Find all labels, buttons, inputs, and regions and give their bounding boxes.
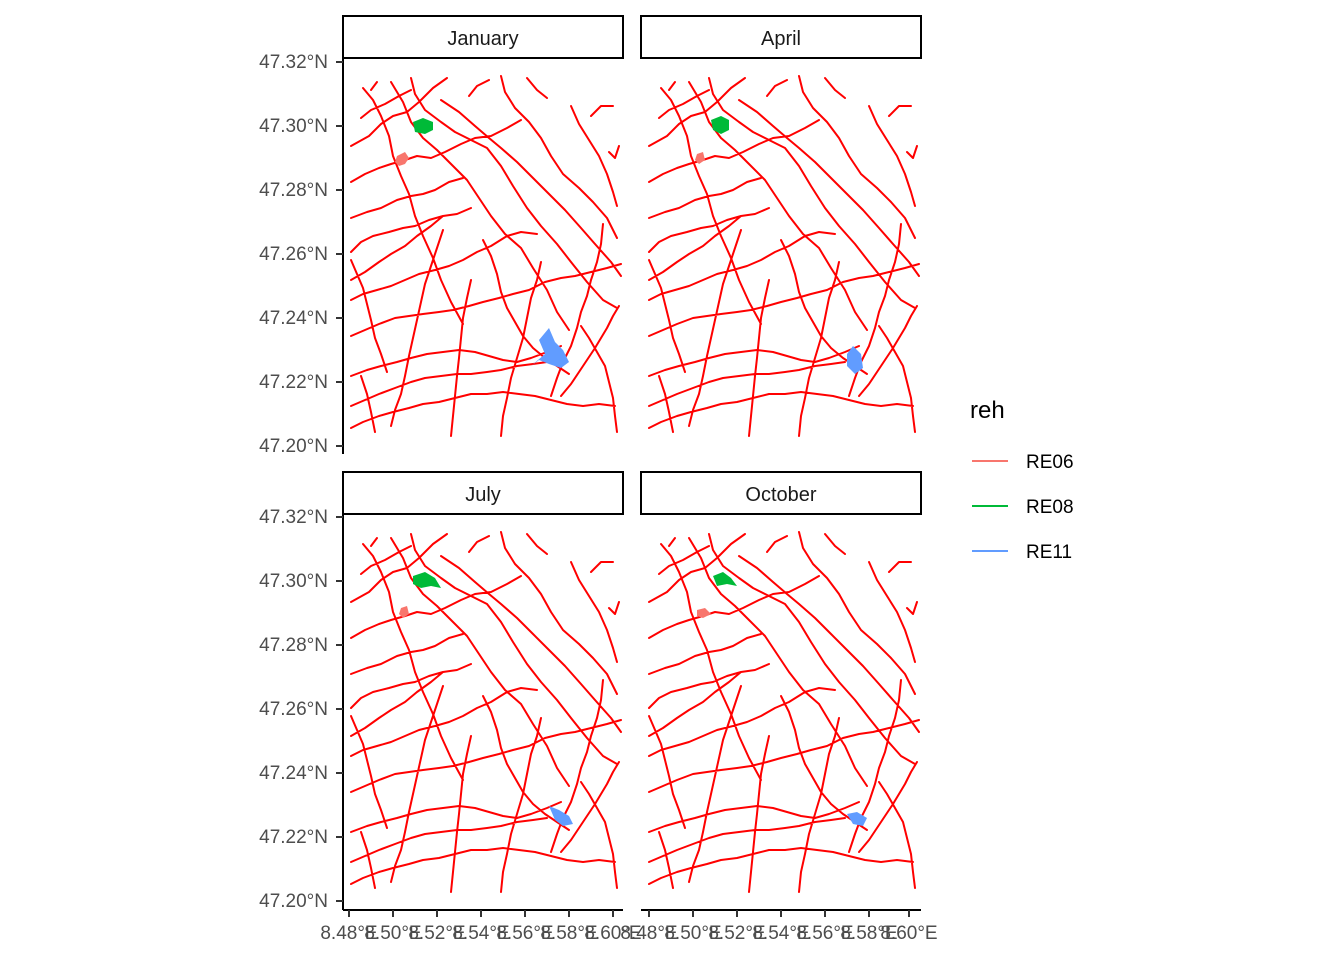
x-tick-label: 8.54°E: [752, 923, 809, 944]
y-tick-label: 47.32°N: [259, 52, 328, 73]
x-tick-label: 8.50°E: [664, 923, 721, 944]
x-tick-label: 8.58°E: [840, 923, 897, 944]
x-tick-label: 8.52°E: [408, 923, 465, 944]
y-tick-label: 47.26°N: [259, 699, 328, 720]
re06-area: [697, 608, 711, 618]
legend-label: RE11: [1026, 542, 1072, 563]
re06-area: [399, 606, 409, 618]
y-axis-bottom: 47.20°N 47.22°N 47.24°N 47.26°N 47.28°N …: [259, 507, 343, 912]
x-tick-label: 8.54°E: [452, 923, 509, 944]
y-tick-label: 47.28°N: [259, 635, 328, 656]
y-tick-label: 47.28°N: [259, 180, 328, 201]
y-tick-label: 47.30°N: [259, 116, 328, 137]
y-tick-label: 47.24°N: [259, 308, 328, 329]
re08-area: [711, 116, 729, 134]
x-axis-left: 8.48°E 8.50°E 8.52°E 8.54°E 8.56°E 8.58°…: [320, 910, 642, 944]
panel-october: [641, 514, 921, 911]
x-axis-right: 8.48°E 8.50°E 8.52°E 8.54°E 8.56°E 8.58°…: [620, 910, 938, 944]
x-tick-label: 8.52°E: [708, 923, 765, 944]
legend: reh RE06 RE08 RE11: [970, 397, 1074, 563]
re08-area: [713, 572, 737, 586]
legend-title: reh: [970, 397, 1005, 424]
y-tick-label: 47.24°N: [259, 763, 328, 784]
x-tick-label: 8.48°E: [620, 923, 677, 944]
re11-area: [531, 328, 569, 368]
strip-label: July: [465, 484, 501, 506]
x-tick-label: 8.56°E: [796, 923, 853, 944]
x-tick-label: 8.58°E: [540, 923, 597, 944]
x-tick-label: 8.56°E: [496, 923, 553, 944]
strip-april: April: [640, 15, 922, 59]
strip-october: October: [640, 471, 922, 515]
re06-area: [395, 152, 409, 166]
strip-label: April: [761, 28, 801, 50]
y-tick-label: 47.32°N: [259, 507, 328, 528]
re08-area: [413, 118, 433, 134]
strip-label: October: [745, 484, 816, 506]
legend-label: RE08: [1026, 497, 1074, 518]
re11-area: [847, 812, 867, 826]
panel-april: [641, 58, 921, 454]
x-tick-label: 8.50°E: [364, 923, 421, 944]
legend-label: RE06: [1026, 452, 1074, 473]
x-tick-label: 8.48°E: [320, 923, 377, 944]
y-tick-label: 47.20°N: [259, 891, 328, 912]
panel-july: [342, 514, 623, 911]
y-tick-label: 47.22°N: [259, 372, 328, 393]
strip-january: January: [342, 15, 624, 59]
legend-item-re08: RE08: [972, 497, 1074, 518]
y-tick-label: 47.30°N: [259, 571, 328, 592]
y-tick-label: 47.26°N: [259, 244, 328, 265]
re11-area: [847, 346, 863, 374]
panel-january: [342, 58, 623, 454]
y-tick-label: 47.20°N: [259, 436, 328, 457]
strip-label: January: [447, 28, 518, 50]
y-tick-label: 47.22°N: [259, 827, 328, 848]
re08-area: [413, 572, 441, 588]
re06-area: [695, 152, 705, 164]
y-axis-top: 47.20°N 47.22°N 47.24°N 47.26°N 47.28°N …: [259, 52, 343, 457]
x-tick-label: 8.60°E: [880, 923, 937, 944]
legend-item-re11: RE11: [972, 542, 1072, 563]
x-tick-label: 8.60°E: [584, 923, 641, 944]
re11-area: [549, 806, 573, 826]
strip-july: July: [342, 471, 624, 515]
legend-item-re06: RE06: [972, 452, 1074, 473]
